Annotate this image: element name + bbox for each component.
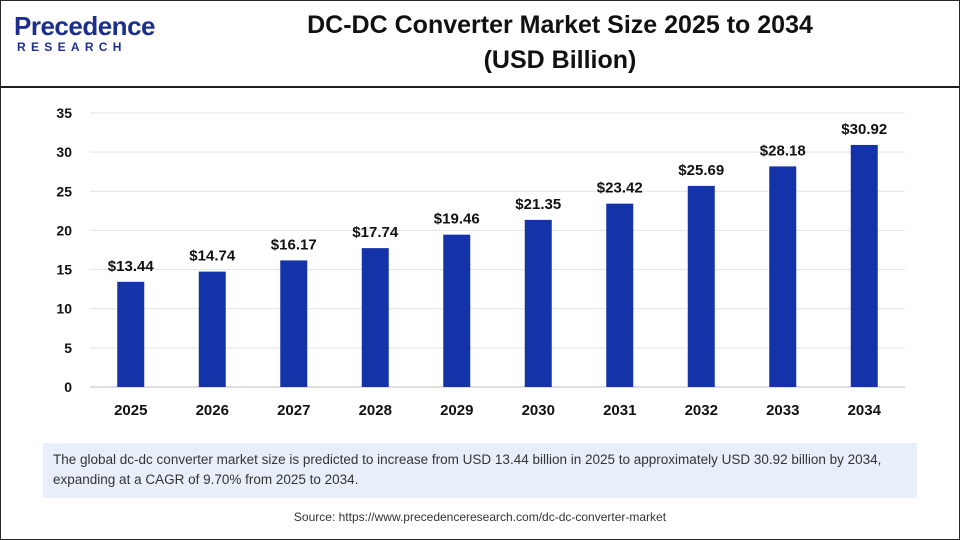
y-tick-label: 35 [56,105,72,121]
y-tick-label: 5 [64,340,72,356]
bar [280,260,308,387]
bar [443,234,471,387]
y-tick-label: 20 [56,222,72,238]
data-label: $16.17 [271,236,317,253]
data-label: $21.35 [515,196,561,213]
data-label: $30.92 [841,121,887,138]
data-label: $25.69 [678,162,724,179]
y-tick-label: 25 [56,183,72,199]
x-tick-label: 2026 [196,402,229,419]
chart-title-line1: DC-DC Converter Market Size 2025 to 2034 [307,11,813,39]
bar [687,185,715,387]
data-label: $13.44 [108,258,155,275]
logo-subtitle: RESEARCH [17,40,127,54]
x-tick-label: 2028 [359,402,392,419]
bar [769,166,797,387]
bar [361,248,389,387]
chart-title-line2: (USD Billion) [483,46,637,74]
x-tick-label: 2032 [685,402,718,419]
x-tick-label: 2031 [603,402,636,419]
bar [117,281,145,387]
data-label: $19.46 [434,211,480,228]
chart-area: 0 5 10 15 20 25 30 35 $13.44 2025 $14.74 2026 $16.17… [0,90,960,435]
x-tick-label: 2034 [848,402,882,419]
data-label: $14.74 [189,248,236,265]
data-label: $17.74 [352,224,399,241]
chart-title: DC-DC Converter Market Size 2025 to 2034… [200,8,920,78]
y-tick-label: 15 [56,262,72,278]
bar [524,219,552,387]
x-tick-label: 2033 [766,402,799,419]
brand-logo: Precedence RESEARCH [14,12,164,62]
bar [606,203,634,387]
x-tick-label: 2029 [440,402,473,419]
x-tick-label: 2025 [114,402,147,419]
y-tick-label: 0 [64,379,72,395]
y-tick-label: 30 [56,144,72,160]
header: Precedence RESEARCH DC-DC Converter Mark… [0,0,960,88]
summary-box: The global dc-dc converter market size i… [43,443,917,498]
source-note: Source: https://www.precedenceresearch.c… [293,510,667,524]
x-tick-label: 2027 [277,402,310,419]
bar [198,271,226,387]
x-tick-label: 2030 [522,402,555,419]
bar [850,144,878,387]
bar-chart: 05101520253035$13.442025$14.742026$16.17… [56,105,905,419]
summary-text: The global dc-dc converter market size i… [53,452,882,487]
logo-wordmark: Precedence [14,11,155,41]
y-tick-label: 10 [56,301,72,317]
data-label: $23.42 [597,180,643,197]
data-label: $28.18 [760,142,806,159]
